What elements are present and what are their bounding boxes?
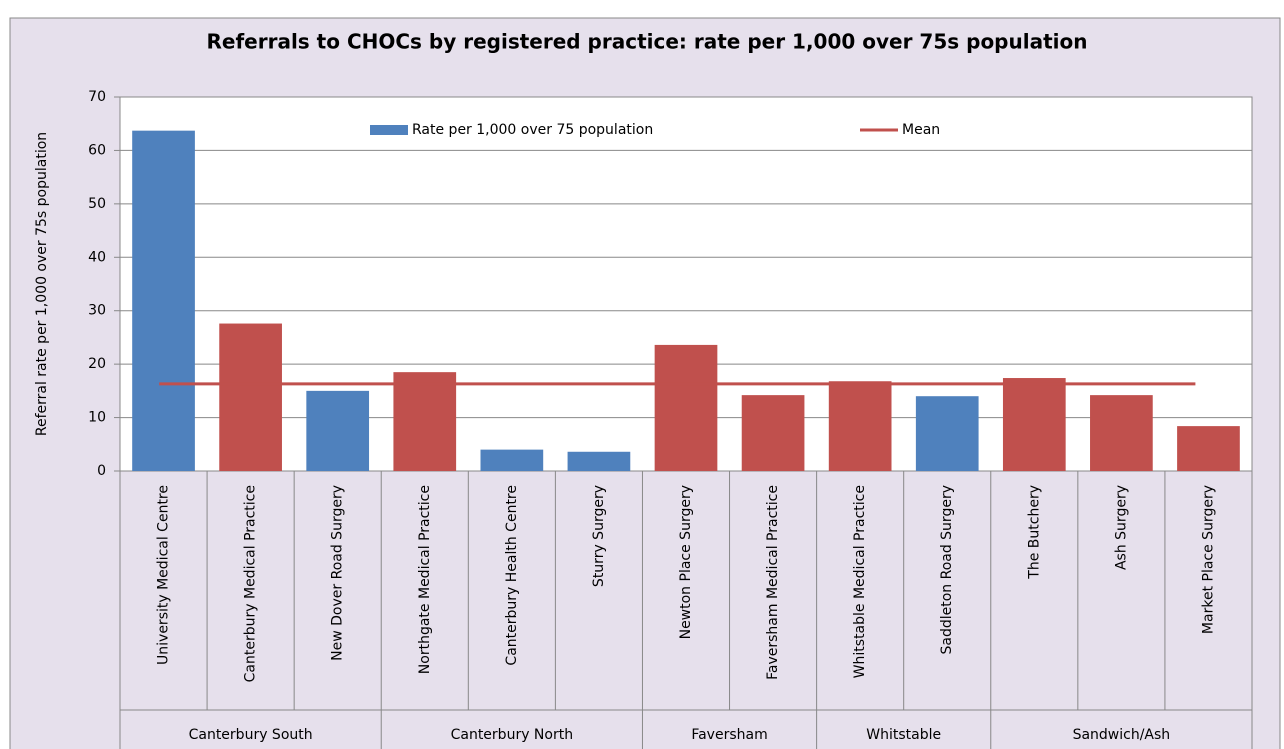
bar — [654, 344, 718, 471]
legend-label: Mean — [902, 122, 940, 138]
x-tick-label: New Dover Road Surgery — [330, 485, 346, 661]
x-tick-label: Newton Place Surgery — [678, 485, 694, 639]
bar — [1090, 395, 1153, 471]
y-tick-label: 70 — [88, 89, 106, 105]
bar — [915, 396, 979, 471]
legend-label: Rate per 1,000 over 75 population — [412, 122, 653, 138]
bar — [306, 390, 370, 471]
bar — [132, 130, 195, 471]
chart-title: Referrals to CHOCs by registered practic… — [207, 30, 1088, 54]
group-label: Faversham — [691, 727, 767, 743]
bar — [393, 372, 457, 471]
x-tick-label: University Medical Centre — [156, 485, 172, 665]
legend-swatch — [370, 125, 408, 135]
x-tick-label: Canterbury Health Centre — [504, 485, 520, 666]
y-tick-label: 30 — [88, 303, 106, 319]
y-tick-label: 60 — [88, 142, 106, 158]
x-tick-label: Northgate Medical Practice — [417, 485, 433, 674]
bar — [567, 451, 631, 471]
y-tick-label: 0 — [97, 463, 106, 479]
group-label: Canterbury North — [451, 727, 574, 743]
x-tick-label: Ash Surgery — [1113, 485, 1129, 570]
x-tick-label: Market Place Surgery — [1200, 485, 1216, 634]
y-tick-label: 50 — [88, 196, 106, 212]
y-tick-label: 20 — [88, 356, 106, 372]
x-tick-label: Sturry Surgery — [591, 485, 607, 587]
bar — [219, 323, 282, 471]
bar — [480, 449, 544, 471]
bar — [1177, 426, 1240, 471]
bar — [828, 381, 892, 471]
x-tick-label: The Butchery — [1026, 485, 1042, 580]
bar — [741, 395, 805, 471]
x-tick-label: Saddleton Road Surgery — [939, 485, 955, 655]
group-label: Sandwich/Ash — [1073, 727, 1171, 743]
group-label: Canterbury South — [189, 727, 313, 743]
x-tick-label: Whitstable Medical Practice — [852, 485, 868, 678]
y-axis-label: Referral rate per 1,000 over 75s populat… — [34, 132, 50, 436]
bar — [1002, 378, 1066, 471]
group-label: Whitstable — [866, 727, 941, 743]
x-tick-label: Canterbury Medical Practice — [243, 485, 259, 682]
y-tick-label: 10 — [88, 410, 106, 426]
x-tick-label: Faversham Medical Practice — [765, 485, 781, 680]
y-tick-label: 40 — [88, 249, 106, 265]
